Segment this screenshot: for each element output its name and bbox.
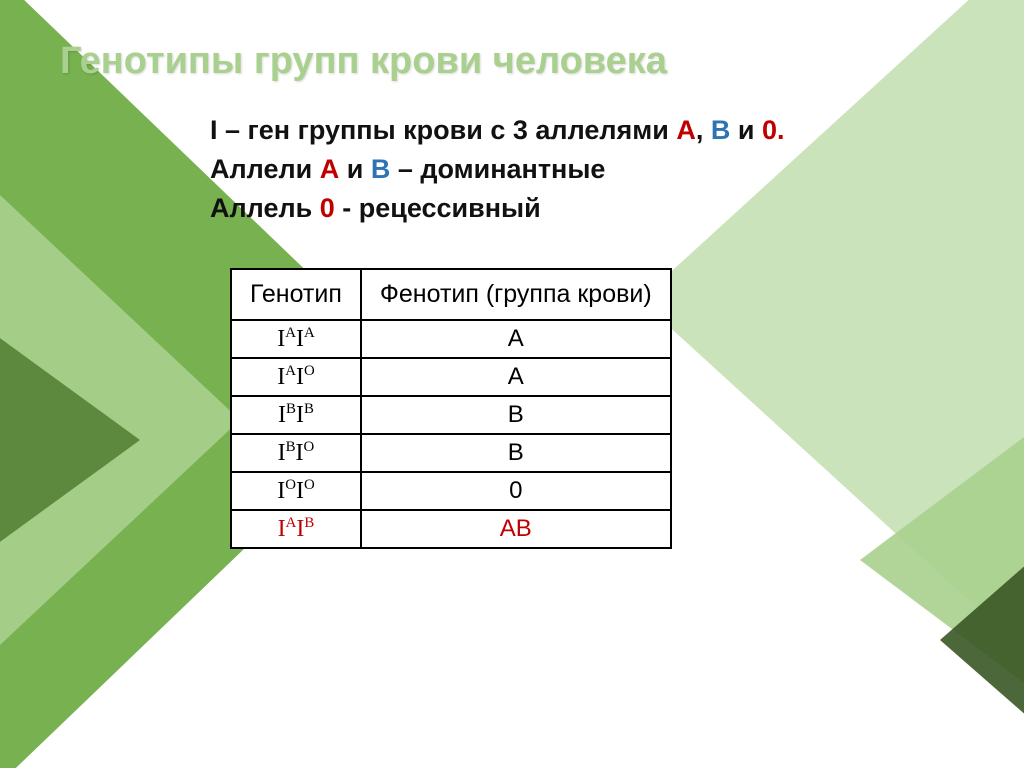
desc-line-1: I – ген группы крови c 3 аллелями А, В и… [210, 111, 964, 150]
desc-text: . [777, 115, 785, 145]
desc-text: - рецессивный [335, 193, 541, 223]
header-phenotype: Фенотип (группа крови) [361, 269, 671, 320]
allele-0: 0 [320, 193, 335, 223]
phenotype-cell: А [361, 358, 671, 396]
desc-text: Аллели [210, 154, 320, 184]
allele-b: В [711, 115, 731, 145]
desc-text: – доминантные [390, 154, 605, 184]
table-row: IAIBАВ [231, 510, 671, 548]
allele-b: В [371, 154, 391, 184]
allele-a: А [320, 154, 340, 184]
allele-0: 0 [762, 115, 777, 145]
phenotype-cell: В [361, 396, 671, 434]
table-row: IOIO0 [231, 472, 671, 510]
table-row: IAIAА [231, 320, 671, 358]
desc-text: , [696, 115, 711, 145]
genotype-cell: IBIB [231, 396, 361, 434]
slide-content: Генотипы групп крови человека I – ген гр… [0, 0, 1024, 768]
genotype-cell: IAIA [231, 320, 361, 358]
header-genotype: Генотип [231, 269, 361, 320]
desc-text: и [339, 154, 371, 184]
slide-title: Генотипы групп крови человека [60, 40, 964, 83]
phenotype-cell: АВ [361, 510, 671, 548]
genotype-cell: IOIO [231, 472, 361, 510]
genotype-table: Генотип Фенотип (группа крови) IAIAАIAIO… [230, 268, 672, 549]
phenotype-cell: А [361, 320, 671, 358]
desc-text: и [730, 115, 762, 145]
description-block: I – ген группы крови c 3 аллелями А, В и… [210, 111, 964, 228]
table-body: IAIAАIAIOАIBIBВIBIOВIOIO0IAIBАВ [231, 320, 671, 548]
genotype-cell: IAIO [231, 358, 361, 396]
table-row: IBIOВ [231, 434, 671, 472]
desc-line-3: Аллель 0 - рецессивный [210, 189, 964, 228]
phenotype-cell: 0 [361, 472, 671, 510]
table-header-row: Генотип Фенотип (группа крови) [231, 269, 671, 320]
desc-text: Аллель [210, 193, 320, 223]
table-row: IAIOА [231, 358, 671, 396]
genotype-cell: IBIO [231, 434, 361, 472]
phenotype-cell: В [361, 434, 671, 472]
desc-text: I – ген группы крови c 3 аллелями [210, 115, 676, 145]
genotype-cell: IAIB [231, 510, 361, 548]
allele-a: А [676, 115, 696, 145]
desc-line-2: Аллели А и В – доминантные [210, 150, 964, 189]
table-row: IBIBВ [231, 396, 671, 434]
